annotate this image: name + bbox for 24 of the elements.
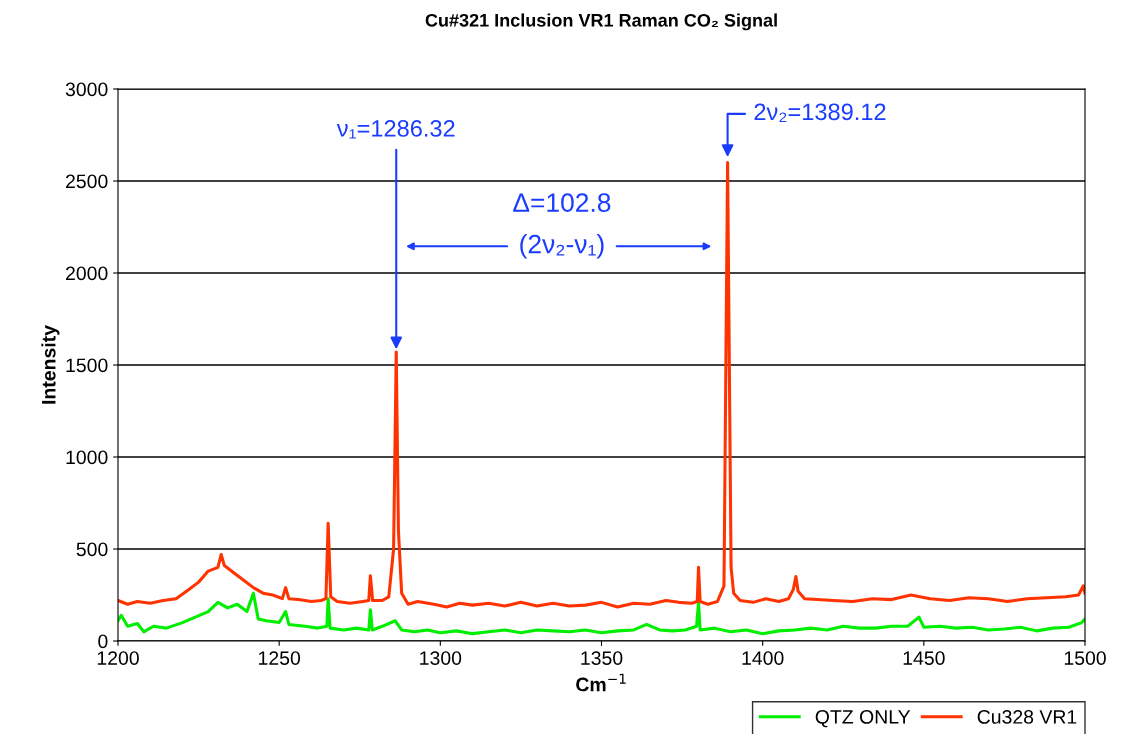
annotation: ν₁=1286.32 <box>336 120 455 139</box>
y-tick-label: 2000 <box>66 266 108 281</box>
y-tick-label: 2500 <box>66 174 108 189</box>
x-tick-label: 1500 <box>1064 651 1106 665</box>
legend-label: Cu328 VR1 <box>977 710 1077 724</box>
y-tick-label: 1500 <box>66 358 108 373</box>
x-tick-label: 1200 <box>97 651 139 665</box>
y-tick-label: 500 <box>76 542 108 557</box>
x-tick-label: 1350 <box>581 651 623 665</box>
x-tick-label: 1250 <box>259 651 301 665</box>
annotation: Δ=102.8 <box>513 193 611 212</box>
line-series <box>118 591 1085 636</box>
x-tick-label: 1300 <box>420 651 462 665</box>
legend-label: QTZ ONLY <box>815 710 911 728</box>
annotation: 2ν₂=1389.12 <box>754 103 886 122</box>
y-tick-label: 1000 <box>66 450 108 465</box>
y-tick-label: 0 <box>98 634 108 649</box>
chart-title: Cu#321 Inclusion VR1 Raman CO₂ Signal <box>425 13 777 31</box>
x-tick-label: 1450 <box>903 651 945 665</box>
x-tick-label: 1400 <box>742 651 784 665</box>
y-tick-label: 3000 <box>65 82 108 97</box>
annotation: (2ν₂-ν₁) <box>520 234 604 259</box>
y-axis-title: Intensity <box>41 325 60 404</box>
x-axis-title: Cm$^{−1}$ <box>576 673 626 692</box>
